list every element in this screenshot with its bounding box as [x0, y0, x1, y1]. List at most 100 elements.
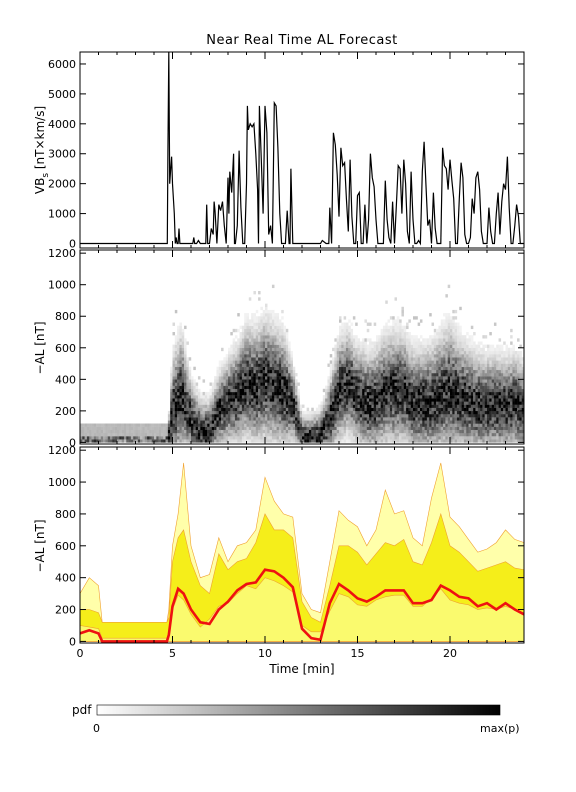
heatmap-cell — [424, 382, 428, 386]
heatmap-cell — [477, 376, 481, 380]
heatmap-cell — [406, 357, 409, 361]
heatmap-cell — [274, 347, 277, 352]
heatmap-cell — [260, 385, 263, 389]
heatmap-cell — [246, 350, 250, 355]
heatmap-cell — [447, 391, 451, 396]
heatmap-cell — [232, 379, 236, 383]
heatmap-cell — [306, 410, 310, 415]
heatmap-cell — [318, 410, 321, 415]
heatmap-cell — [406, 429, 409, 434]
heatmap-cell — [195, 429, 199, 434]
heatmap-cell — [440, 325, 444, 330]
heatmap-cell — [241, 325, 245, 330]
heatmap-cell — [313, 426, 317, 430]
heatmap-cell — [475, 357, 478, 361]
heatmap-cell — [496, 432, 499, 437]
heatmap-cell — [459, 395, 462, 399]
heatmap-cell — [376, 398, 379, 402]
heatmap-cell — [389, 404, 393, 408]
heatmap-cell — [211, 382, 215, 386]
heatmap-cell — [327, 376, 330, 380]
heatmap-cell — [283, 338, 287, 342]
heatmap-cell — [334, 398, 337, 402]
heatmap-cell — [378, 388, 381, 393]
heatmap-cell — [179, 322, 182, 326]
heatmap-cell — [329, 385, 333, 389]
heatmap-cell — [246, 366, 250, 371]
heatmap-cell — [332, 410, 335, 415]
heatmap-cell — [510, 417, 513, 421]
heatmap-cell — [232, 354, 236, 358]
heatmap-cell — [248, 350, 252, 355]
heatmap-cell — [274, 328, 277, 333]
heatmap-cell — [207, 407, 210, 412]
heatmap-cell — [117, 429, 120, 434]
heatmap-cell — [452, 325, 455, 330]
heatmap-cell — [297, 401, 300, 405]
heatmap-cell — [466, 341, 469, 345]
heatmap-cell — [491, 363, 495, 367]
heatmap-cell — [241, 414, 245, 418]
heatmap-cell — [447, 313, 451, 317]
heatmap-cell — [269, 404, 273, 408]
heatmap-cell — [461, 417, 465, 421]
heatmap-cell — [167, 417, 171, 421]
heatmap-cell — [232, 366, 236, 371]
heatmap-cell — [482, 388, 485, 393]
heatmap-cell — [436, 366, 439, 371]
heatmap-cell — [186, 417, 189, 421]
heatmap-cell — [179, 354, 182, 358]
heatmap-cell — [177, 432, 180, 437]
heatmap-cell — [255, 410, 259, 415]
heatmap-cell — [463, 432, 467, 437]
heatmap-cell — [262, 319, 266, 323]
heatmap-cell — [401, 325, 404, 330]
heatmap-cell — [304, 432, 307, 437]
heatmap-cell — [426, 338, 430, 342]
heatmap-cell — [484, 369, 488, 374]
heatmap-cell — [246, 373, 250, 377]
heatmap-cell — [167, 410, 171, 415]
heatmap-cell — [422, 360, 425, 364]
heatmap-cell — [470, 350, 474, 355]
heatmap-cell — [468, 391, 472, 396]
heatmap-cell — [218, 410, 222, 415]
heatmap-cell — [100, 432, 104, 437]
heatmap-cell — [454, 407, 458, 412]
heatmap-cell — [366, 322, 370, 326]
heatmap-cell — [436, 338, 439, 342]
heatmap-cell — [387, 420, 391, 424]
heatmap-cell — [246, 391, 250, 396]
heatmap-cell — [82, 436, 85, 440]
heatmap-cell — [482, 344, 485, 348]
heatmap-cell — [348, 404, 351, 408]
heatmap-cell — [332, 439, 335, 443]
heatmap-cell — [253, 319, 256, 323]
heatmap-cell — [285, 426, 289, 430]
heatmap-cell — [193, 366, 196, 371]
heatmap-cell — [332, 347, 335, 352]
heatmap-cell — [422, 382, 425, 386]
heatmap-cell — [484, 426, 488, 430]
heatmap-cell — [419, 385, 423, 389]
heatmap-cell — [433, 354, 437, 358]
heatmap-cell — [188, 439, 192, 443]
heatmap-cell — [399, 363, 402, 367]
heatmap-cell — [174, 354, 178, 358]
heatmap-cell — [239, 373, 243, 377]
heatmap-cell — [241, 395, 245, 399]
heatmap-cell — [140, 426, 143, 430]
heatmap-cell — [304, 436, 307, 440]
heatmap-cell — [415, 376, 418, 380]
heatmap-cell — [459, 366, 462, 371]
heatmap-cell — [184, 426, 187, 430]
heatmap-cell — [137, 426, 141, 430]
heatmap-cell — [459, 332, 462, 336]
heatmap-cell — [339, 388, 342, 393]
heatmap-cell — [466, 432, 469, 437]
heatmap-cell — [283, 429, 287, 434]
heatmap-cell — [216, 391, 219, 396]
heatmap-cell — [177, 366, 180, 371]
heatmap-cell — [225, 354, 229, 358]
heatmap-cell — [445, 328, 448, 333]
